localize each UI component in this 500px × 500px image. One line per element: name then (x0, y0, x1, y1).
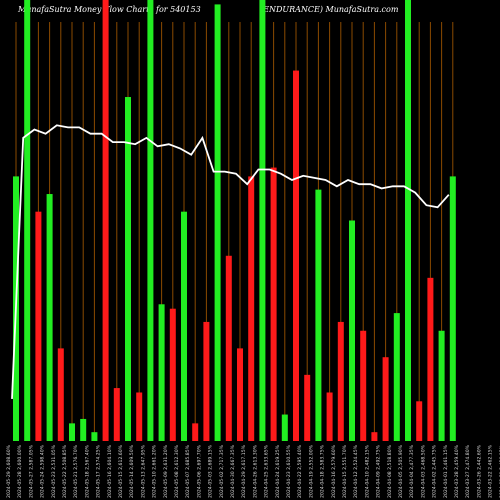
x-tick-label: 2024-05-27 2,587.05% (28, 444, 34, 498)
money-flow-bar (281, 414, 288, 441)
x-tick-label: 2024-03-28 2,459.40% (454, 444, 460, 498)
x-tick-label: 2024-04-10 2,482.15% (364, 444, 370, 498)
x-tick-label: 2024-04-30 2,667.35% (230, 444, 236, 498)
x-tick-label: 2024-03-21 2,456.95% (499, 444, 500, 498)
price-line (11, 124, 450, 399)
x-tick-labels: 2024-05-29 2,608.60% 2024-05-28 2,600.00%… (6, 444, 500, 498)
x-tick-label: 2024-04-24 2,619.25% (275, 444, 281, 498)
money-flow-bar (35, 211, 42, 441)
money-flow-bar (349, 220, 355, 441)
money-flow-bar (270, 167, 277, 441)
money-flow-bar (192, 423, 199, 441)
money-flow-bar (393, 313, 400, 441)
x-tick-label: 2024-05-02 2,717.35% (219, 444, 225, 498)
x-tick-label: 2024-04-01 2,461.15% (443, 444, 449, 498)
x-tick-label: 2024-03-26 2,442.60% (476, 444, 482, 498)
money-flow-bar (259, 0, 266, 441)
x-tick-label: 2024-04-18 2,583.75% (320, 444, 326, 498)
money-flow-bar (304, 374, 311, 441)
money-flow-bar (181, 211, 187, 441)
money-flow-bar (248, 176, 255, 441)
money-flow-bar (382, 357, 389, 441)
money-flow-bar (169, 308, 176, 441)
money-flow-bar (57, 348, 64, 441)
money-flow-bar (214, 4, 221, 441)
money-flow-bar (438, 330, 445, 441)
x-tick-label: 2024-05-13 2,647.95% (140, 444, 146, 498)
bar-series (13, 0, 456, 442)
x-tick-label: 2024-04-19 2,552.00% (308, 444, 314, 498)
x-tick-label: 2024-05-14 2,609.50% (129, 444, 135, 498)
money-flow-bar (405, 0, 411, 441)
money-flow-bar (225, 255, 232, 441)
x-tick-label: 2024-05-23 2,531.05% (51, 444, 57, 498)
money-flow-bar (136, 392, 143, 441)
x-tick-label: 2024-04-04 2,477.35% (409, 444, 415, 498)
x-tick-label: 2024-05-09 2,631.20% (163, 444, 169, 498)
money-flow-bar (427, 277, 434, 441)
money-flow-bar (293, 70, 299, 441)
x-tick-label: 2024-03-22 2,462.15% (488, 444, 494, 498)
x-tick-label: 2024-04-23 2,610.55% (286, 444, 292, 498)
money-flow-bar (24, 0, 31, 441)
x-tick-label: 2024-05-18 2,567.40% (84, 444, 90, 498)
x-tick-label: 2024-03-27 2,474.80% (465, 444, 471, 498)
x-tick-label: 2024-04-22 2,595.40% (297, 444, 303, 498)
money-flow-bar (125, 97, 131, 442)
money-flow-bar (371, 432, 378, 441)
money-flow-bar (203, 321, 210, 441)
money-flow-bar (337, 321, 344, 441)
x-tick-label: 2024-04-08 2,518.80% (387, 444, 393, 498)
x-tick-label: 2024-05-28 2,600.00% (17, 444, 23, 498)
chart-header-right: (ENDURANCE) MunafaSutra.com (260, 5, 399, 14)
money-flow-bar (147, 0, 154, 441)
x-tick-label: 2024-05-16 2,604.10% (107, 444, 113, 498)
x-tick-label: 2024-05-07 2,685.85% (185, 444, 191, 498)
x-tick-label: 2024-04-09 2,492.75% (376, 444, 382, 498)
money-flow-bar (360, 330, 367, 441)
x-tick-label: 2024-05-08 2,612.30% (174, 444, 180, 498)
money-flow-bar (416, 401, 423, 441)
x-tick-label: 2024-05-21 2,576.70% (73, 444, 79, 498)
money-flow-bar (113, 388, 120, 441)
money-flow-bar (80, 418, 87, 441)
money-flow-bar (326, 392, 333, 441)
money-flow-bar (102, 0, 109, 441)
x-tick-label: 2024-04-03 2,468.50% (420, 444, 426, 498)
money-flow-bar (237, 348, 243, 441)
x-tick-label: 2024-04-05 2,505.90% (398, 444, 404, 498)
x-tick-label: 2024-05-24 2,598.40% (40, 444, 46, 498)
x-tick-label: 2024-04-25 2,633.65% (264, 444, 270, 498)
x-tick-label: 2024-05-15 2,612.60% (118, 444, 124, 498)
x-tick-label: 2024-05-22 2,508.85% (62, 444, 68, 498)
x-tick-label: 2024-04-26 2,613.30% (252, 444, 258, 498)
money-flow-bar (158, 304, 165, 441)
x-tick-label: 2024-05-29 2,608.60% (6, 444, 12, 498)
x-tick-label: 2024-04-12 2,524.45% (353, 444, 359, 498)
money-flow-bar (449, 176, 456, 441)
x-tick-label: 2024-05-17 2,574.25% (96, 444, 102, 498)
chart-header-left: MunafaSutra Money Flow Charts for 540153 (18, 5, 201, 14)
x-tick-label: 2024-05-10 2,661.20% (152, 444, 158, 498)
money-flow-bar (91, 432, 98, 441)
x-tick-label: 2024-04-02 2,445.75% (432, 444, 438, 498)
x-tick-label: 2024-05-06 2,697.70% (196, 444, 202, 498)
x-tick-label: 2024-04-15 2,551.70% (342, 444, 348, 498)
x-tick-label: 2024-04-16 2,579.60% (331, 444, 337, 498)
x-tick-label: 2024-04-29 2,617.15% (241, 444, 247, 498)
money-flow-bar (46, 194, 53, 441)
x-tick-label: 2024-05-03 2,689.15% (208, 444, 214, 498)
money-flow-bar (315, 189, 322, 441)
money-flow-bar (69, 423, 75, 441)
